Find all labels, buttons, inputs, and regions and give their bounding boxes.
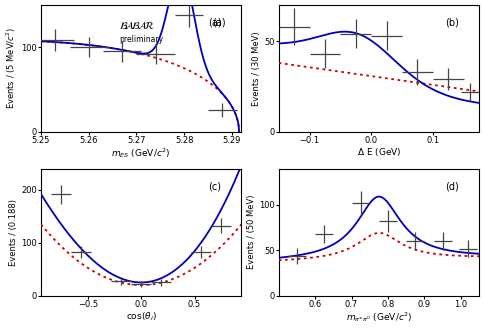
Text: $\mathcal{B\!A\!B\!A\!R}$: $\mathcal{B\!A\!B\!A\!R}$ — [119, 20, 155, 31]
Text: (b): (b) — [445, 17, 459, 28]
X-axis label: $m_{\pi^{\pm}\pi^0}$ (GeV/$c^2$): $m_{\pi^{\pm}\pi^0}$ (GeV/$c^2$) — [346, 310, 412, 324]
X-axis label: $\cos(\theta_l)$: $\cos(\theta_l)$ — [126, 310, 157, 323]
Text: (c): (c) — [209, 181, 221, 191]
Y-axis label: Events / (50 MeV): Events / (50 MeV) — [247, 195, 256, 269]
Text: (d): (d) — [445, 181, 459, 191]
Text: (a): (a) — [212, 17, 226, 28]
X-axis label: $m_{ES}$ (GeV/$c^2$): $m_{ES}$ (GeV/$c^2$) — [111, 146, 171, 160]
Y-axis label: Events / (0.188): Events / (0.188) — [9, 199, 18, 266]
Y-axis label: Events / (5 MeV/$c^2$): Events / (5 MeV/$c^2$) — [5, 27, 18, 110]
Text: preliminary: preliminary — [119, 35, 163, 44]
Y-axis label: Events / (30 MeV): Events / (30 MeV) — [252, 31, 261, 106]
X-axis label: $\Delta$ E (GeV): $\Delta$ E (GeV) — [357, 146, 401, 159]
Text: (a): (a) — [208, 17, 221, 28]
